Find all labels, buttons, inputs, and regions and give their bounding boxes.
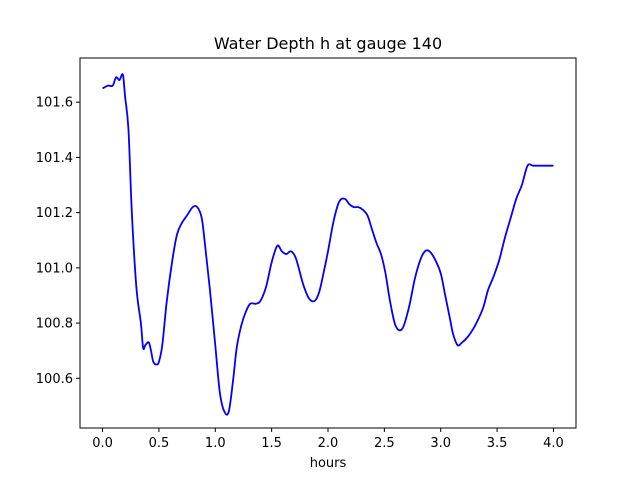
y-tick-label: 101.2: [36, 206, 73, 221]
series-line: [102, 73, 554, 416]
y-tick-label: 101.0: [36, 261, 73, 276]
plot-frame: [79, 57, 577, 429]
x-tick-label: 2.0: [318, 436, 339, 451]
x-tick-label: 3.0: [430, 436, 451, 451]
y-tick-label: 101.4: [36, 151, 73, 166]
x-tick-label: 1.5: [261, 436, 282, 451]
x-tick-label: 3.5: [487, 436, 508, 451]
y-tick-label: 101.6: [36, 96, 73, 111]
y-axis-ticks: 100.6 100.8 101.0 101.2 101.4 101.6: [36, 96, 80, 387]
y-tick-label: 100.6: [36, 372, 73, 387]
series-layer: [102, 73, 554, 416]
y-tick-label: 100.8: [36, 317, 73, 332]
x-tick-label: 0.0: [92, 436, 113, 451]
x-tick-label: 0.5: [149, 436, 170, 451]
x-axis-ticks: 0.0 0.5 1.0 1.5 2.0 2.5 3.0 3.5 4.0: [92, 428, 564, 451]
x-tick-label: 2.5: [374, 436, 395, 451]
plot-area: [80, 58, 576, 428]
x-tick-label: 4.0: [543, 436, 564, 451]
x-tick-label: 1.0: [205, 436, 226, 451]
x-axis-title: hours: [310, 456, 347, 471]
chart-title: Water Depth h at gauge 140: [214, 34, 442, 53]
